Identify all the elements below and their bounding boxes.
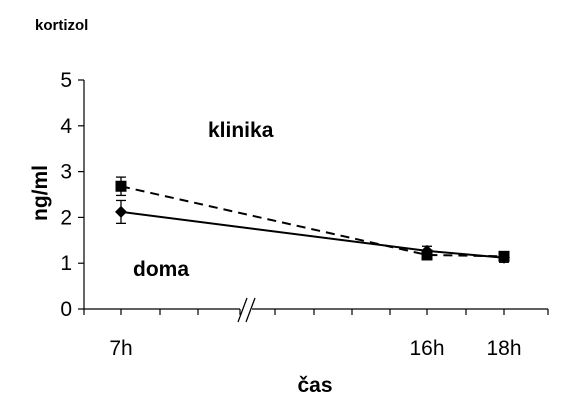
series-label-doma: doma xyxy=(133,258,189,281)
y-tick-label: 4 xyxy=(60,115,72,138)
data-point-square xyxy=(115,180,127,192)
y-tick-label: 1 xyxy=(60,252,72,275)
y-axis-label: ng/ml xyxy=(29,165,52,221)
series-layer xyxy=(115,176,510,264)
x-tick-label: 18h xyxy=(486,337,521,360)
y-tick-label: 0 xyxy=(60,298,72,321)
x-tick-label: 7h xyxy=(109,337,132,360)
data-point-diamond xyxy=(421,244,433,257)
y-tick-label: 5 xyxy=(60,69,72,92)
chart-title: kortizol xyxy=(35,17,88,34)
series-line-klinika xyxy=(120,185,505,258)
x-axis-label: čas xyxy=(297,374,332,397)
y-tick-label: 2 xyxy=(60,206,72,229)
series-label-klinika: klinika xyxy=(208,119,274,142)
x-tick-label: 16h xyxy=(409,337,444,360)
axis-break-mark-1 xyxy=(237,297,248,323)
data-point-diamond xyxy=(498,251,510,264)
data-point-diamond xyxy=(115,205,127,218)
y-axis: 0 1 2 3 4 5 xyxy=(60,69,85,321)
x-axis: 7h 16h 18h xyxy=(83,297,549,360)
series-doma xyxy=(115,199,510,264)
series-line-doma xyxy=(120,210,505,259)
axis-break-mark-2 xyxy=(245,297,256,323)
y-tick-label: 3 xyxy=(60,161,72,184)
